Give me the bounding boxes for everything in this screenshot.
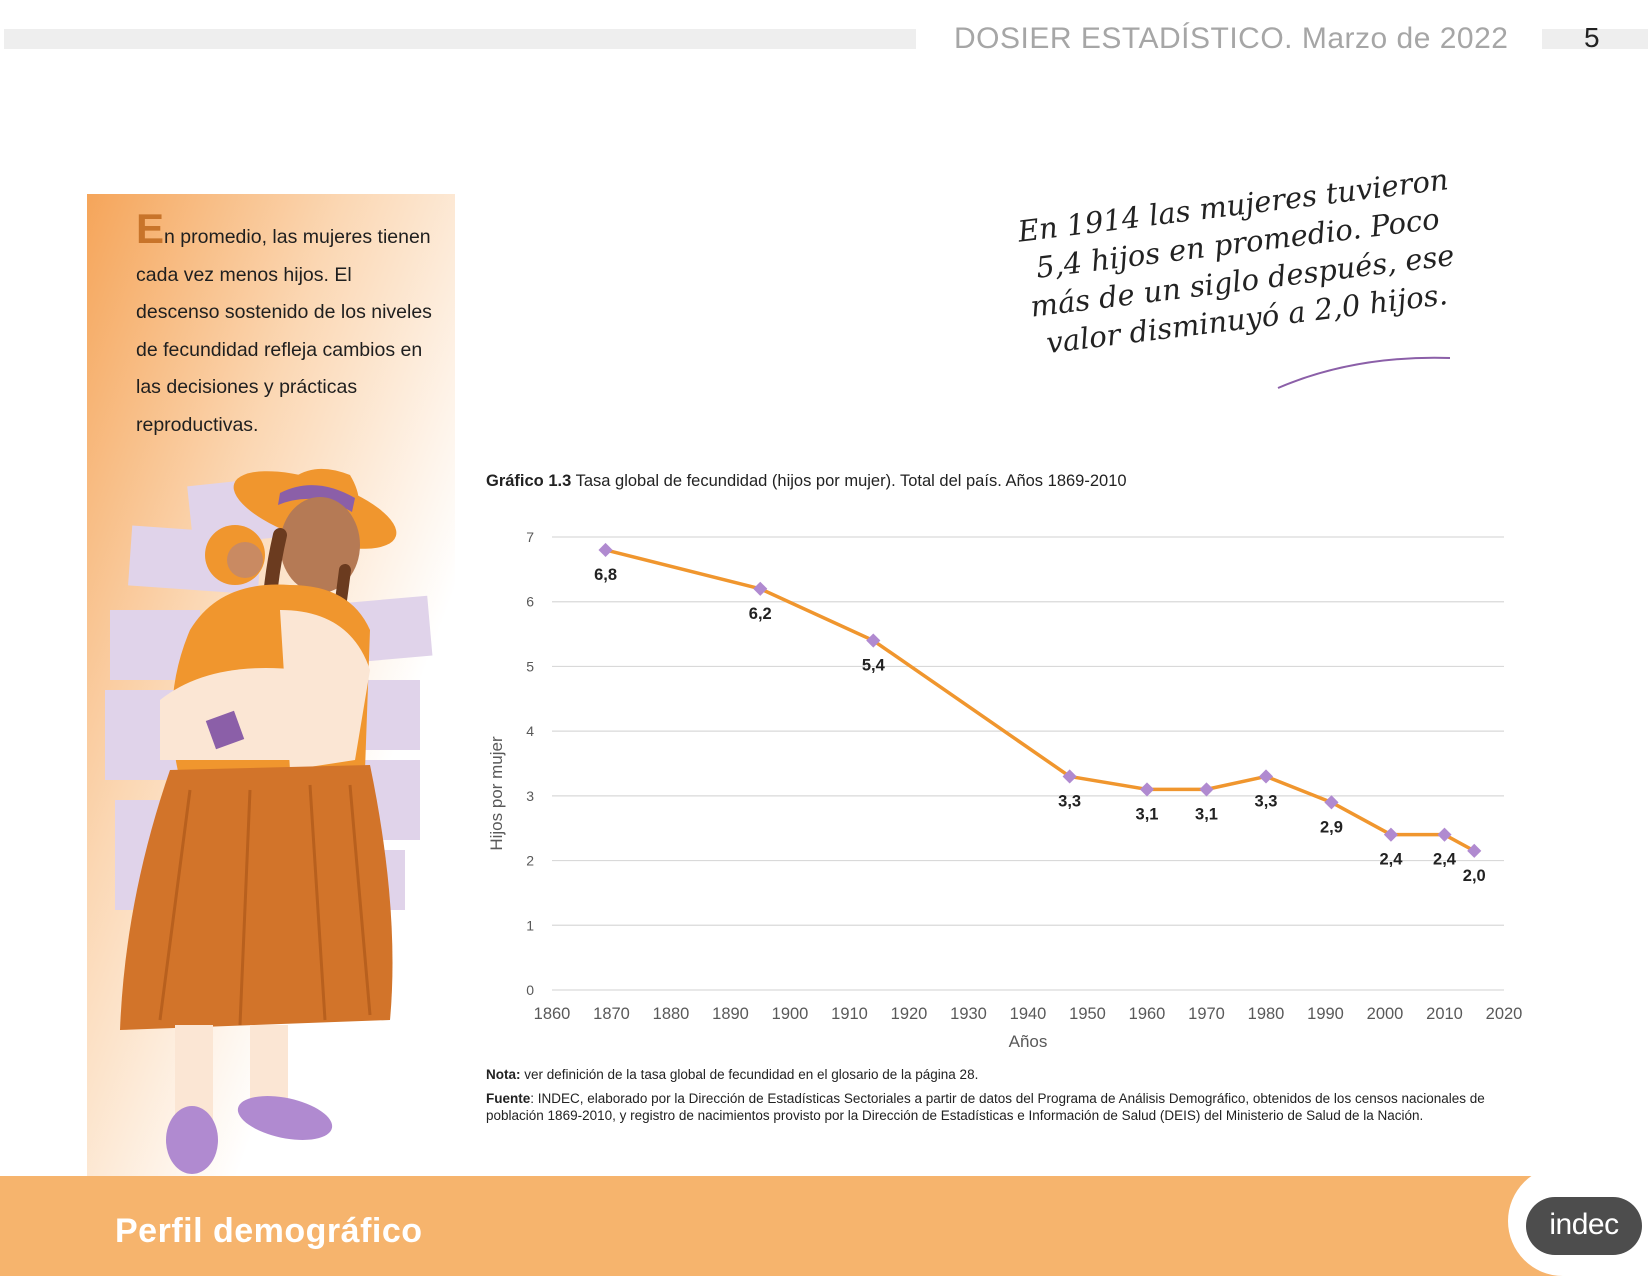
data-point	[1437, 827, 1452, 842]
y-tick-label: 5	[526, 658, 534, 674]
chart-caption-label: Gráfico 1.3	[486, 472, 572, 490]
footer-section-title: Perfil demográfico	[115, 1212, 423, 1250]
data-point	[1467, 843, 1482, 858]
data-label: 2,4	[1379, 851, 1403, 869]
page-number: 5	[1584, 22, 1600, 53]
header-title: DOSIER ESTADÍSTICO. Marzo de 2022	[954, 22, 1509, 55]
note-text: ver definición de la tasa global de fecu…	[520, 1067, 979, 1082]
data-label: 6,2	[749, 605, 772, 623]
header-bar-right	[1542, 29, 1648, 49]
x-tick-label: 2020	[1486, 1005, 1523, 1023]
y-tick-label: 0	[526, 982, 534, 998]
intro-paragraph: En promedio, las mujeres tienen cada vez…	[136, 208, 436, 444]
x-tick-label: 1920	[891, 1005, 928, 1023]
indec-logo: indec	[1526, 1197, 1642, 1255]
data-point	[1139, 782, 1155, 797]
chart-caption-text: Tasa global de fecundidad (hijos por muj…	[571, 472, 1127, 490]
source-text: : INDEC, elaborado por la Dirección de E…	[486, 1091, 1485, 1123]
data-point	[598, 542, 613, 558]
dropcap: E	[136, 205, 165, 252]
data-point	[866, 633, 881, 648]
footer-bar	[0, 1176, 1648, 1276]
data-point	[1258, 769, 1274, 784]
x-tick-label: 1860	[534, 1005, 571, 1023]
x-axis-label: Años	[1009, 1032, 1048, 1051]
data-point	[1199, 782, 1214, 797]
data-label: 3,3	[1058, 792, 1081, 810]
chart-source: Fuente: INDEC, elaborado por la Direcció…	[486, 1090, 1546, 1124]
x-tick-label: 1990	[1307, 1005, 1344, 1023]
y-tick-label: 3	[526, 788, 534, 804]
data-label: 3,3	[1255, 792, 1278, 810]
data-point	[753, 581, 768, 596]
x-tick-label: 1970	[1188, 1005, 1225, 1023]
series-line	[605, 548, 1476, 853]
data-point	[1062, 769, 1077, 784]
intro-text: n promedio, las mujeres tienen cada vez …	[136, 226, 432, 436]
x-tick-label: 1950	[1069, 1005, 1106, 1023]
data-label: 6,8	[594, 566, 617, 584]
y-tick-label: 4	[526, 723, 534, 739]
x-tick-label: 1940	[1010, 1005, 1047, 1023]
data-label: 3,1	[1136, 805, 1159, 823]
chart-caption: Gráfico 1.3 Tasa global de fecundidad (h…	[486, 472, 1127, 491]
data-label: 3,1	[1195, 805, 1218, 823]
y-tick-label: 6	[526, 594, 534, 610]
source-label: Fuente	[486, 1091, 531, 1106]
data-label: 2,9	[1320, 818, 1343, 836]
x-tick-label: 1980	[1248, 1005, 1285, 1023]
data-label: 2,4	[1433, 851, 1457, 869]
y-tick-label: 7	[526, 529, 534, 545]
y-axis-label: Hijos por mujer	[487, 736, 506, 851]
chart-note: Nota: ver definición de la tasa global d…	[486, 1067, 1546, 1082]
y-tick-label: 1	[526, 917, 534, 933]
x-tick-label: 1960	[1129, 1005, 1166, 1023]
x-tick-label: 2000	[1367, 1005, 1404, 1023]
x-tick-label: 1890	[712, 1005, 749, 1023]
header-bar-left	[4, 29, 916, 49]
data-label: 5,4	[862, 657, 886, 675]
x-tick-label: 1930	[950, 1005, 987, 1023]
data-point	[1324, 795, 1339, 810]
fertility-line-chart: 0 1 2 3 4 5 6 7 1860 1870 1880 1890 1900 1910 1920 1930…	[487, 529, 1523, 1051]
x-tick-label: 2010	[1426, 1005, 1463, 1023]
x-tick-label: 1880	[653, 1005, 690, 1023]
quote-underline	[1277, 356, 1451, 389]
data-point	[1383, 827, 1399, 842]
y-tick-label: 2	[526, 853, 534, 869]
data-label: 2,0	[1463, 867, 1486, 885]
note-label: Nota:	[486, 1067, 521, 1082]
x-tick-label: 1900	[772, 1005, 809, 1023]
x-tick-label: 1870	[593, 1005, 630, 1023]
x-tick-label: 1910	[831, 1005, 868, 1023]
woman-illustration	[105, 468, 433, 1174]
handwritten-quote: En 1914 las mujeres tuvieron 5,4 hijos e…	[1015, 162, 1457, 361]
